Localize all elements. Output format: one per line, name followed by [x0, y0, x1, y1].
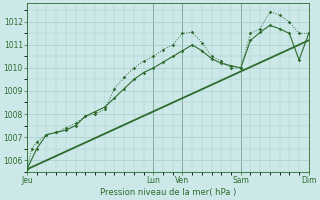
X-axis label: Pression niveau de la mer( hPa ): Pression niveau de la mer( hPa )	[100, 188, 236, 197]
